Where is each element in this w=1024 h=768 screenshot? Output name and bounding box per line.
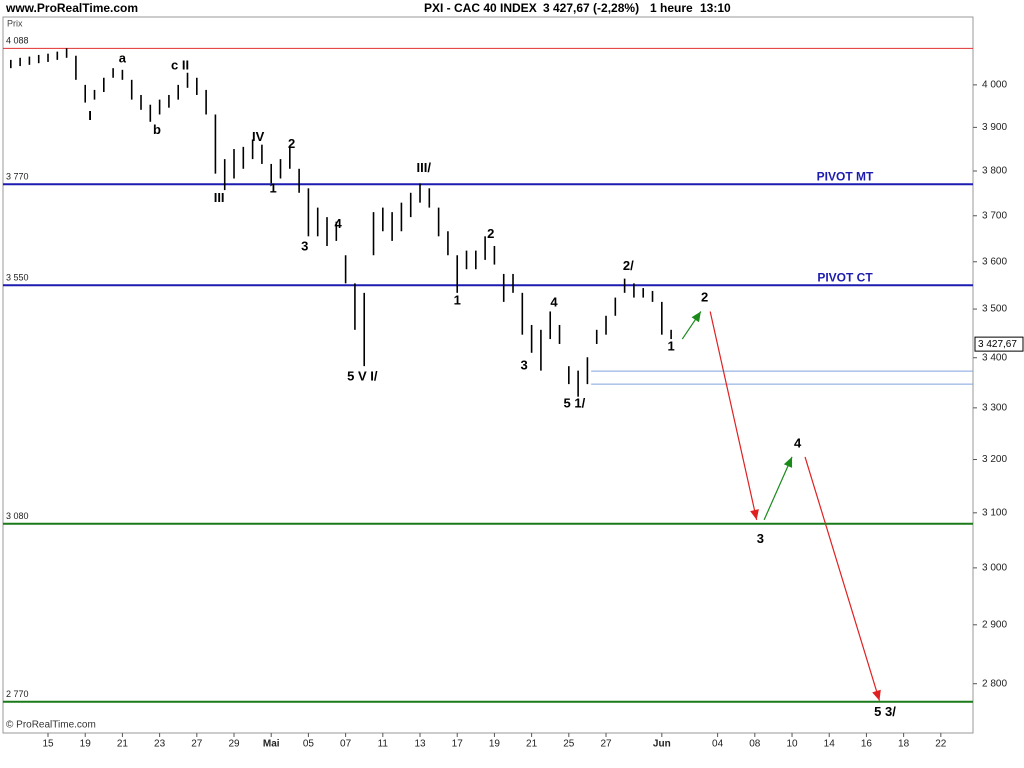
projection-arrow	[804, 456, 881, 701]
x-tick-label: 04	[712, 739, 724, 750]
wave-label: 5 V I/	[347, 369, 378, 384]
x-tick-label: 14	[824, 739, 836, 750]
projection-arrow	[763, 456, 793, 521]
x-tick-label: 15	[42, 739, 54, 750]
y-tick-label: 3 500	[982, 304, 1007, 315]
last-price-label: 3 427,67	[978, 339, 1017, 350]
y-tick-label: 3 200	[982, 454, 1007, 465]
arrow-head	[783, 456, 793, 468]
period: 1 heure	[650, 1, 693, 15]
x-tick-label: 29	[228, 739, 240, 750]
y-tick-label: 4 000	[982, 80, 1007, 91]
x-tick-label: 23	[154, 739, 166, 750]
wave-label: 2	[701, 290, 708, 305]
level-label: 2 770	[6, 689, 29, 699]
x-tick-label: 27	[600, 739, 612, 750]
wave-label: IV	[252, 129, 265, 144]
arrow-head	[750, 509, 759, 520]
x-tick-label: 16	[861, 739, 873, 750]
y-tick-label: 3 300	[982, 402, 1007, 413]
x-tick-label: Jun	[653, 739, 671, 750]
wave-label: 3	[521, 358, 528, 373]
footer: © ProRealTime.com	[6, 720, 96, 731]
x-tick-label: 22	[935, 739, 947, 750]
x-tick-label: 18	[898, 739, 910, 750]
y-tick-label: 3 100	[982, 507, 1007, 518]
x-tick-label: 27	[191, 739, 203, 750]
wave-label: a	[119, 50, 127, 65]
level-label: 3 550	[6, 273, 29, 283]
y-tick-label: 3 800	[982, 166, 1007, 177]
wave-label: I	[88, 108, 92, 123]
wave-label: 2/	[623, 258, 634, 273]
plot-frame	[2, 16, 974, 734]
x-tick-label: 05	[303, 739, 315, 750]
wave-label: 4	[794, 435, 802, 450]
wave-label: III	[214, 190, 225, 205]
wave-label: 1	[668, 338, 675, 353]
y-axis-label: Prix	[7, 18, 23, 28]
x-tick-label: 08	[749, 739, 761, 750]
x-tick-label: 25	[563, 739, 575, 750]
wave-label: 2	[487, 226, 494, 241]
x-tick-label: 07	[340, 739, 352, 750]
arrow-head	[691, 311, 701, 323]
level-label: 3 080	[6, 511, 29, 521]
chart-title: PXI - CAC 40 INDEX	[424, 1, 537, 15]
wave-label: b	[153, 122, 161, 137]
wave-label: 4	[550, 294, 558, 309]
x-tick-label: 17	[452, 739, 464, 750]
x-tick-label: Mai	[263, 739, 280, 750]
wave-label: 1	[454, 292, 461, 307]
level-name: PIVOT MT	[817, 169, 874, 183]
wave-label: 2	[288, 136, 295, 151]
quote: 3 427,67 (-2,28%)	[543, 1, 639, 15]
level-label: 3 770	[6, 172, 29, 182]
level-name: PIVOT CT	[817, 270, 873, 284]
x-tick-label: 19	[80, 739, 92, 750]
level-label: 4 088	[6, 36, 29, 46]
wave-label: 4	[335, 216, 343, 231]
wave-label: 3	[301, 238, 308, 253]
y-tick-label: 3 700	[982, 210, 1007, 221]
x-tick-label: 10	[786, 739, 798, 750]
time: 13:10	[700, 1, 731, 15]
y-tick-label: 3 000	[982, 563, 1007, 574]
wave-label: 1	[269, 181, 276, 196]
y-tick-label: 3 400	[982, 352, 1007, 363]
y-tick-label: 2 800	[982, 678, 1007, 689]
wave-label: 5 3/	[874, 704, 896, 719]
x-tick-label: 11	[378, 739, 389, 750]
x-tick-label: 13	[414, 739, 426, 750]
wave-label: III/	[417, 160, 432, 175]
x-tick-label: 19	[489, 739, 501, 750]
arrow-head	[872, 689, 881, 701]
x-tick-label: 21	[526, 739, 538, 750]
projection-arrow	[709, 311, 758, 521]
x-tick-label: 21	[117, 739, 129, 750]
wave-label: 3	[757, 531, 764, 546]
y-tick-label: 3 900	[982, 122, 1007, 133]
site: www.ProRealTime.com	[5, 1, 138, 15]
y-tick-label: 3 600	[982, 256, 1007, 267]
wave-label: 5 1/	[564, 396, 586, 411]
wave-label: c II	[171, 58, 189, 73]
last-price-box	[974, 336, 1024, 352]
y-tick-label: 2 900	[982, 619, 1007, 630]
